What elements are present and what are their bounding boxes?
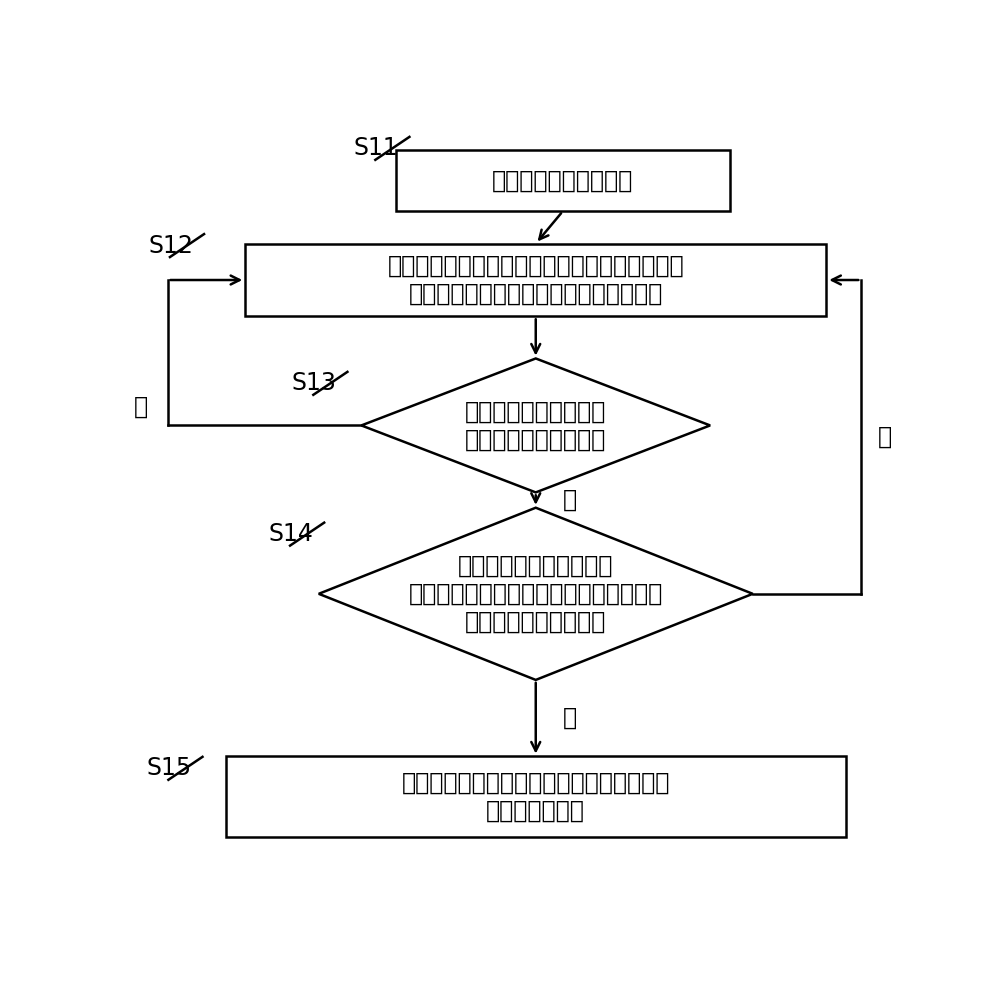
Text: 记录所述粉尘传感器检测的多个空气粉尘浓度以
及所述多个空气粉尘浓度对应的净化时间: 记录所述粉尘传感器检测的多个空气粉尘浓度以 及所述多个空气粉尘浓度对应的净化时间 <box>387 254 684 306</box>
Text: S11: S11 <box>354 136 398 160</box>
Text: S13: S13 <box>292 372 336 396</box>
Text: 判断达到要求的多个空气
粉尘浓度的其中一者对应的净化时间是否
大于理论完全净化时间: 判断达到要求的多个空气 粉尘浓度的其中一者对应的净化时间是否 大于理论完全净化时… <box>409 554 663 633</box>
Polygon shape <box>319 508 753 680</box>
Text: S14: S14 <box>268 522 313 546</box>
Text: 否: 否 <box>134 395 148 418</box>
FancyBboxPatch shape <box>245 244 826 316</box>
Text: S12: S12 <box>148 234 193 257</box>
Text: 判断所检测的多个空气
粉尘浓度是否达到要求: 判断所检测的多个空气 粉尘浓度是否达到要求 <box>465 400 606 451</box>
Text: S15: S15 <box>147 756 192 780</box>
Text: 设定净化时间大于理论完全净化时间的空气
粉尘浓度为零点: 设定净化时间大于理论完全净化时间的空气 粉尘浓度为零点 <box>402 770 670 823</box>
Text: 控制所述净化装置工作: 控制所述净化装置工作 <box>492 169 634 193</box>
Text: 是: 是 <box>563 706 577 731</box>
Text: 是: 是 <box>563 488 577 512</box>
FancyBboxPatch shape <box>396 150 730 211</box>
Text: 否: 否 <box>877 424 892 449</box>
FancyBboxPatch shape <box>226 756 846 837</box>
Polygon shape <box>361 359 710 492</box>
